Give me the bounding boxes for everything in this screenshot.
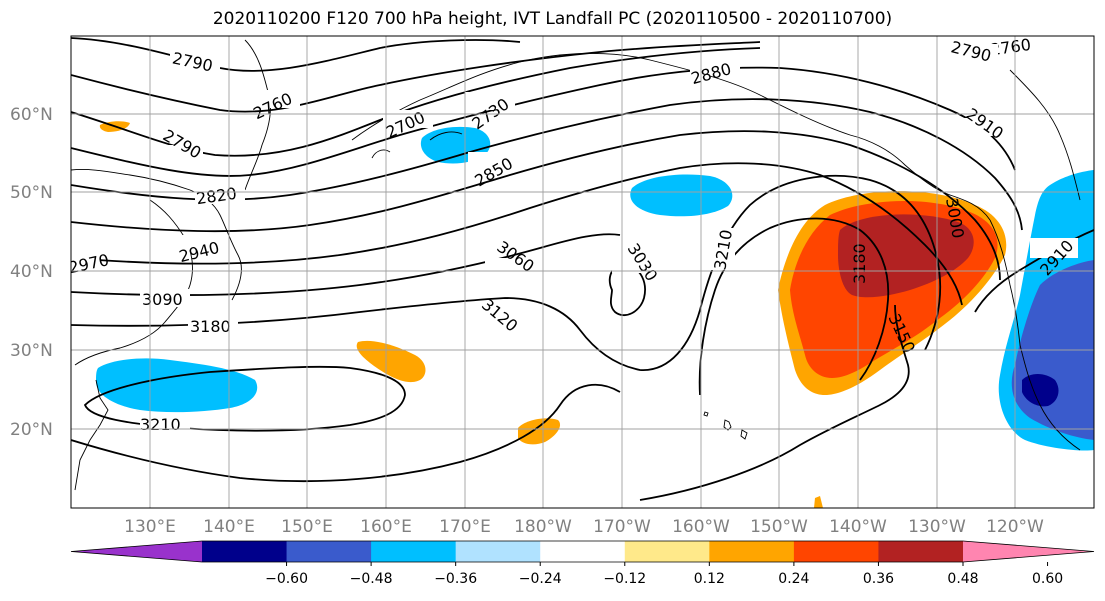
- longitude-labels: 130°E 140°E 150°E 160°E 170°E 180°W 170°…: [124, 517, 1044, 537]
- lat-label: 50°N: [10, 183, 53, 203]
- lat-label: 60°N: [10, 105, 53, 125]
- lon-label: 140°W: [829, 517, 887, 537]
- colorbar-tick-label: 0.24: [778, 571, 809, 587]
- contour-labels: 2790 2760 2790 2820 2940 2970 3090 3180 …: [71, 35, 1078, 434]
- lon-label: 160°W: [672, 517, 730, 537]
- contour-label: 2760: [989, 35, 1032, 59]
- lon-label: 160°E: [360, 517, 412, 537]
- colorbar-extend-max: [963, 541, 1094, 562]
- colorbar-segment: [878, 541, 964, 562]
- colorbar-segment: [709, 541, 795, 562]
- lon-label: 140°E: [203, 517, 255, 537]
- map-title: 2020110200 F120 700 hPa height, IVT Land…: [212, 9, 893, 29]
- colorbar-tick-label: −0.60: [265, 571, 308, 587]
- contour-label: 3180: [850, 243, 869, 284]
- colorbar-segment: [624, 541, 710, 562]
- lat-label: 40°N: [10, 262, 53, 282]
- colorbar-ticks: −0.60 −0.48 −0.36 −0.24 −0.12 0.12 0.24 0.36 0.4…: [265, 562, 1063, 587]
- colorbar-segment: [286, 541, 372, 562]
- colorbar-segment: [540, 541, 626, 562]
- lat-label: 20°N: [10, 420, 53, 440]
- ivt-positive-shading: [99, 121, 1007, 508]
- colorbar-extend-min: [71, 541, 202, 562]
- colorbar: −0.60 −0.48 −0.36 −0.24 −0.12 0.12 0.24 0.36 0.4…: [70, 540, 1095, 587]
- lon-label: 130°W: [908, 517, 966, 537]
- lon-label: 170°E: [439, 517, 491, 537]
- lat-label: 30°N: [10, 341, 53, 361]
- contour-label: 3180: [190, 317, 231, 336]
- contour-label: 3210: [140, 415, 181, 434]
- lon-label: 150°W: [750, 517, 808, 537]
- contour-label: 3090: [142, 290, 183, 309]
- colorbar-tick-label: 0.12: [694, 571, 725, 587]
- colorbar-outline: [70, 540, 1095, 563]
- colorbar-tick-label: −0.36: [434, 571, 477, 587]
- map-area: 2790 2760 2790 2820 2940 2970 3090 3180 …: [71, 35, 1094, 508]
- colorbar-tick-label: 0.36: [863, 571, 894, 587]
- latitude-labels: 60°N 50°N 40°N 30°N 20°N: [10, 105, 53, 440]
- colorbar-segment: [202, 541, 288, 562]
- lon-label: 120°W: [986, 517, 1044, 537]
- colorbar-tick-label: 0.60: [1032, 571, 1063, 587]
- colorbar-segments: [70, 540, 1095, 563]
- colorbar-tick-label: −0.12: [603, 571, 646, 587]
- lon-label: 150°E: [281, 517, 333, 537]
- colorbar-tick-label: −0.24: [519, 571, 562, 587]
- colorbar-segment: [371, 541, 457, 562]
- gridlines: [71, 36, 1094, 508]
- map-frame: [70, 35, 1095, 509]
- colorbar-segment: [793, 541, 879, 562]
- colorbar-tick-label: −0.48: [350, 571, 393, 587]
- lon-label: 170°W: [593, 517, 651, 537]
- colorbar-tick-label: 0.48: [947, 571, 978, 587]
- height-contours: [71, 37, 1094, 501]
- lon-label: 130°E: [124, 517, 176, 537]
- colorbar-segment: [455, 541, 541, 562]
- lon-label: 180°W: [514, 517, 572, 537]
